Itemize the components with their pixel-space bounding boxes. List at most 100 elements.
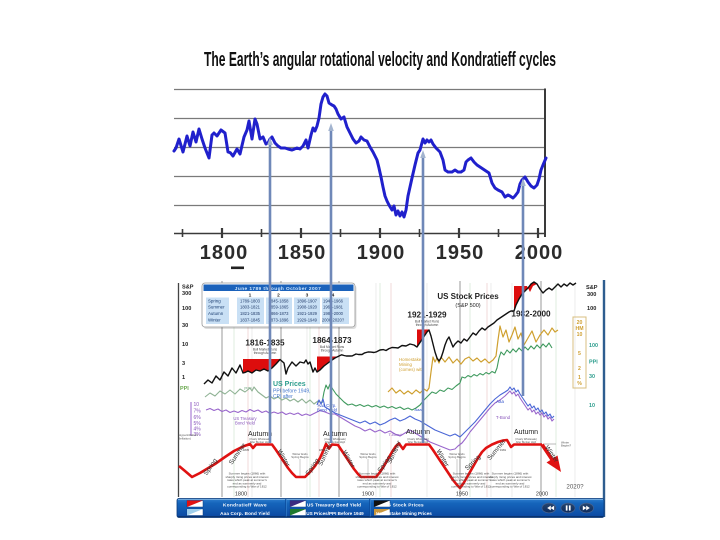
svg-text:1: 1 [182, 375, 185, 381]
svg-text:2000-2020?: 2000-2020? [322, 318, 345, 323]
svg-text:Autumn: Autumn [248, 431, 272, 438]
svg-text:300: 300 [182, 291, 191, 297]
svg-text:2020?: 2020? [566, 484, 584, 491]
svg-text:100: 100 [587, 306, 596, 312]
svg-text:Homestake: Homestake [399, 357, 422, 362]
svg-text:1850: 1850 [278, 242, 327, 264]
svg-text:1982-2000: 1982-2000 [511, 310, 551, 319]
svg-text:US Prices: US Prices [273, 381, 306, 388]
svg-text:Summer: Summer [208, 305, 225, 310]
svg-text:rates which peak at summer’s: rates which peak at summer’s [490, 478, 530, 482]
svg-text:1981: 1981 [500, 448, 507, 452]
svg-text:Begins?: Begins? [561, 444, 572, 448]
svg-text:1949-1966: 1949-1966 [323, 298, 344, 303]
svg-text:end as summerly and: end as summerly and [363, 481, 392, 485]
svg-text:4%: 4% [194, 427, 202, 433]
svg-text:Homestake Mining Prices: Homestake Mining Prices [376, 511, 432, 516]
svg-text:Bull Market Runs: Bull Market Runs [253, 348, 278, 352]
svg-text:1900: 1900 [357, 242, 406, 264]
svg-text:end as summerly and: end as summerly and [496, 481, 525, 485]
svg-text:Winter Ends: Winter Ends [292, 452, 308, 456]
svg-text:1900: 1900 [362, 492, 374, 498]
svg-text:Aaa: Aaa [496, 399, 504, 404]
svg-text:Autumn: Autumn [208, 311, 224, 316]
svg-text:1929-1949: 1929-1949 [297, 318, 318, 323]
svg-text:1982-2000: 1982-2000 [323, 311, 344, 316]
svg-text:Winter Ends: Winter Ends [449, 452, 465, 456]
svg-text:2: 2 [578, 366, 581, 372]
svg-text:After Bunker High: After Bunker High [325, 440, 346, 444]
svg-text:2000: 2000 [515, 242, 564, 264]
svg-text:1789-1803: 1789-1803 [240, 298, 261, 303]
svg-text:(S&P 500): (S&P 500) [455, 303, 480, 309]
svg-text:US Stock Prices: US Stock Prices [437, 292, 499, 301]
svg-text:Summer begins (1866) with: Summer begins (1866) with [359, 472, 396, 476]
svg-text:Winter Ends: Winter Ends [360, 452, 376, 456]
svg-text:20: 20 [577, 320, 583, 326]
svg-text:30: 30 [589, 374, 595, 380]
svg-text:The Earth’s angular rotational: The Earth’s angular rotational velocity … [204, 48, 556, 71]
svg-text:6%: 6% [194, 415, 202, 421]
svg-text:HM: HM [575, 326, 583, 332]
svg-text:10: 10 [577, 332, 583, 338]
svg-text:Kondratieff Wave: Kondratieff Wave [223, 502, 267, 507]
svg-text:2: 2 [277, 292, 280, 298]
svg-text:PPI: PPI [589, 360, 598, 366]
svg-text:end as summerly and: end as summerly and [457, 481, 486, 485]
svg-text:%: % [577, 381, 582, 387]
svg-text:5: 5 [578, 351, 581, 357]
svg-text:Summer begins (1866) with: Summer begins (1866) with [492, 472, 529, 476]
svg-text:S&P: S&P [586, 285, 598, 291]
svg-text:through Autumn: through Autumn [416, 323, 439, 327]
svg-text:30: 30 [182, 323, 188, 329]
svg-text:(comes) with: (comes) with [399, 367, 424, 372]
svg-text:1: 1 [578, 375, 581, 381]
svg-text:After Bunker High: After Bunker High [408, 440, 429, 444]
svg-text:PPI: PPI [244, 386, 251, 391]
svg-text:US Treasury Bond Yield: US Treasury Bond Yield [307, 502, 361, 507]
svg-text:1800: 1800 [200, 242, 249, 264]
svg-text:10: 10 [589, 403, 595, 409]
svg-text:sharply rising prices and inte: sharply rising prices and interest [355, 475, 398, 479]
svg-text:1919: 1919 [392, 448, 399, 452]
svg-text:corresponding to War of 1812: corresponding to War of 1812 [227, 485, 267, 489]
svg-text:After Bunker High: After Bunker High [250, 440, 271, 444]
svg-text:through Autumn: through Autumn [254, 351, 277, 355]
svg-text:1845-1858: 1845-1858 [268, 298, 289, 303]
svg-text:(Yearly Wholesale): (Yearly Wholesale) [249, 437, 271, 441]
svg-text:After Bunker High: After Bunker High [516, 440, 537, 444]
svg-text:sharply rising prices and inte: sharply rising prices and interest [449, 475, 492, 479]
svg-text:1866-1873: 1866-1873 [268, 311, 289, 316]
svg-text:Summer begins (1866) with: Summer begins (1866) with [229, 472, 266, 476]
svg-text:rates which peak at summer’s: rates which peak at summer’s [357, 478, 397, 482]
svg-text:Bull Market Runs: Bull Market Runs [415, 320, 440, 324]
svg-text:1837-1845: 1837-1845 [240, 318, 261, 323]
svg-text:Aaa Corp.: Aaa Corp. [318, 403, 337, 408]
svg-text:end as summerly and: end as summerly and [233, 481, 262, 485]
svg-text:Winter: Winter [208, 318, 221, 323]
svg-text:3%: 3% [194, 432, 202, 438]
svg-text:3: 3 [182, 361, 185, 367]
svg-text:1908-1920: 1908-1920 [297, 305, 318, 310]
svg-text:Spring Begins: Spring Begins [448, 455, 466, 459]
svg-text:1950: 1950 [436, 242, 485, 264]
svg-text:1835: 1835 [243, 448, 250, 452]
svg-text:US Prices/PPI Before 1949: US Prices/PPI Before 1949 [306, 511, 364, 516]
svg-text:Deflation): Deflation) [178, 436, 191, 440]
svg-text:Spring Begins: Spring Begins [359, 455, 377, 459]
svg-text:S&P: S&P [182, 285, 194, 291]
svg-text:sharply rising prices and inte: sharply rising prices and interest [225, 475, 268, 479]
svg-text:US Stock Prices: US Stock Prices [384, 502, 424, 507]
svg-text:4: 4 [332, 292, 335, 298]
svg-text:3: 3 [306, 292, 309, 298]
svg-text:1921-1929: 1921-1929 [407, 311, 447, 320]
svg-text:Mining: Mining [399, 362, 412, 367]
svg-text:Bond Yield: Bond Yield [317, 408, 338, 413]
svg-text:Autumn: Autumn [406, 429, 430, 436]
svg-text:rates which peak at summer’s: rates which peak at summer’s [451, 478, 491, 482]
svg-text:rates which peak at summer’s: rates which peak at summer’s [227, 478, 267, 482]
svg-text:June 1789 through October 2007: June 1789 through October 2007 [235, 286, 321, 292]
svg-text:(Hyperinflation/: (Hyperinflation/ [178, 433, 198, 437]
svg-text:Winter: Winter [561, 441, 569, 445]
svg-text:(Yearly Wholesale): (Yearly Wholesale) [407, 437, 429, 441]
